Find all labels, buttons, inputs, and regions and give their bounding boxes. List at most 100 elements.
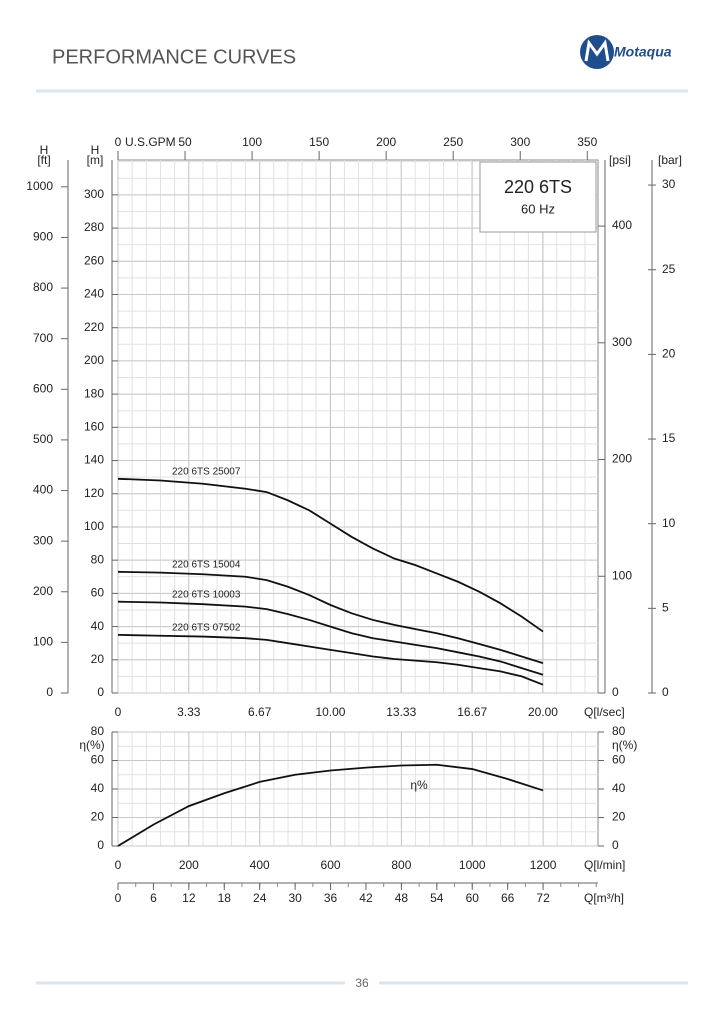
series-label: 220 6TS 25007 [172, 466, 241, 477]
m3h-axis-label: Q[m³/h] [584, 891, 624, 905]
x-tick-label: 400 [250, 858, 270, 872]
ft-tick-label: 400 [33, 483, 53, 497]
ft-axis-label: [ft] [37, 153, 50, 167]
y-axis-label: η(%) [79, 738, 104, 752]
y2-tick-label: 60 [612, 753, 626, 767]
series-label: η% [410, 778, 428, 792]
x-tick-label: 1200 [530, 858, 557, 872]
y-axis-title: H [91, 143, 100, 157]
ft-tick-label: 600 [33, 381, 53, 395]
y2-axis-label: η(%) [612, 738, 637, 752]
y-axis-label: [m] [87, 153, 104, 167]
ft-tick-label: 1000 [26, 179, 53, 193]
x-tick-label: 6.67 [248, 705, 272, 719]
gpm-tick-label: 50 [178, 135, 192, 149]
y2-tick-label: 0 [612, 838, 619, 852]
curve [117, 633, 544, 686]
x-tick-label: 10.00 [315, 705, 345, 719]
ft-tick-label: 700 [33, 331, 53, 345]
ft-tick-label: 100 [33, 635, 53, 649]
m3h-tick-label: 72 [536, 891, 550, 905]
y-tick-label: 0 [97, 838, 104, 852]
y-tick-label: 60 [91, 586, 105, 600]
series-label: 220 6TS 07502 [172, 623, 241, 634]
m3h-tick-label: 18 [218, 891, 232, 905]
y-tick-label: 140 [84, 453, 104, 467]
y-tick-label: 100 [84, 519, 104, 533]
gpm-axis-label: U.S.GPM [125, 135, 176, 149]
m3h-tick-label: 12 [182, 891, 196, 905]
logo-glyph [584, 39, 610, 62]
model-name: 220 6TS [504, 177, 572, 197]
x-tick-label: 800 [391, 858, 411, 872]
psi-tick-label: 200 [612, 452, 632, 466]
y-tick-label: 40 [91, 619, 105, 633]
plot-area [117, 159, 599, 694]
y2-tick-label: 40 [612, 781, 626, 795]
x-tick-label: 0 [115, 705, 122, 719]
y-tick-label: 280 [84, 220, 104, 234]
y-tick-label: 80 [91, 552, 105, 566]
bar-tick-label: 0 [662, 685, 669, 699]
psi-tick-label: 100 [612, 568, 632, 582]
m3h-tick-label: 24 [253, 891, 267, 905]
curve [117, 763, 544, 847]
model-box [479, 161, 597, 233]
y-tick-label: 120 [84, 486, 104, 500]
psi-axis-label: [psi] [609, 153, 631, 167]
ft-tick-label: 900 [33, 230, 53, 244]
m3h-tick-label: 48 [395, 891, 409, 905]
y-tick-label: 20 [91, 810, 105, 824]
x-axis-label: Q[l/sec] [584, 705, 625, 719]
model-frequency: 60 Hz [521, 201, 555, 216]
x-tick-label: 200 [179, 858, 199, 872]
gpm-tick-label: 350 [577, 135, 597, 149]
ft-tick-label: 200 [33, 584, 53, 598]
x-tick-label: 3.33 [177, 705, 201, 719]
psi-tick-label: 300 [612, 335, 632, 349]
y-tick-label: 0 [97, 685, 104, 699]
m3h-tick-label: 0 [115, 891, 122, 905]
gpm-tick-label: 150 [309, 135, 329, 149]
x-tick-label: 16.67 [457, 705, 487, 719]
ft-tick-label: 0 [46, 685, 53, 699]
bar-tick-label: 25 [662, 262, 676, 276]
x-tick-label: 13.33 [386, 705, 416, 719]
x-tick-label: 0 [115, 858, 122, 872]
ft-axis-title: H [40, 143, 49, 157]
y-tick-label: 60 [91, 753, 105, 767]
bar-tick-label: 20 [662, 347, 676, 361]
gpm-tick-label: 200 [376, 135, 396, 149]
curve [117, 570, 544, 664]
psi-tick-label: 0 [612, 685, 619, 699]
y-tick-label: 220 [84, 320, 104, 334]
m3h-tick-label: 54 [430, 891, 444, 905]
y-tick-label: 160 [84, 420, 104, 434]
bar-tick-label: 5 [662, 601, 669, 615]
m3h-tick-label: 42 [359, 891, 373, 905]
bar-tick-label: 10 [662, 516, 676, 530]
ft-tick-label: 800 [33, 280, 53, 294]
psi-tick-label: 400 [612, 218, 632, 232]
ft-tick-label: 500 [33, 432, 53, 446]
y-tick-label: 200 [84, 353, 104, 367]
series-label: 220 6TS 10003 [172, 589, 241, 600]
gpm-tick-label: 250 [443, 135, 463, 149]
series-label: 220 6TS 15004 [172, 559, 241, 570]
x-tick-label: 1000 [459, 858, 486, 872]
gpm-tick-label: 100 [242, 135, 262, 149]
y2-tick-label: 20 [612, 810, 626, 824]
ft-tick-label: 300 [33, 533, 53, 547]
logo-text: Motaqua [614, 44, 672, 60]
gpm-tick-label: 0 [115, 135, 122, 149]
y-tick-label: 240 [84, 287, 104, 301]
gpm-tick-label: 300 [510, 135, 530, 149]
m3h-tick-label: 60 [466, 891, 480, 905]
curve [117, 477, 544, 633]
x-axis-label: Q[l/min] [584, 858, 625, 872]
page-title: PERFORMANCE CURVES [52, 46, 296, 68]
y2-tick-label: 80 [612, 724, 626, 738]
bar-axis-label: [bar] [658, 153, 682, 167]
y-tick-label: 80 [91, 724, 105, 738]
